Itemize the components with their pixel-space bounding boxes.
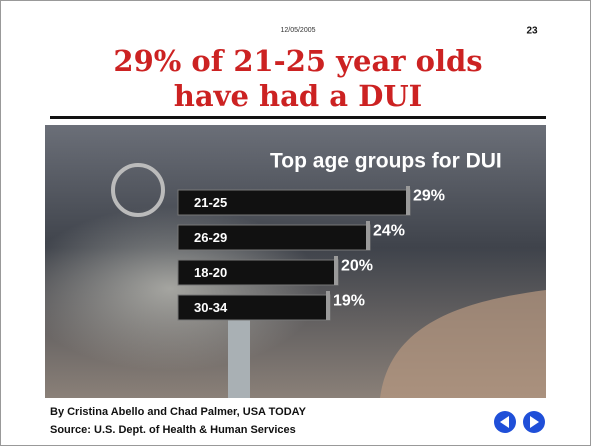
- hand: [380, 290, 546, 398]
- bar: [177, 259, 339, 286]
- byline: By Cristina Abello and Chad Palmer, USA …: [50, 406, 307, 418]
- date: 12/05/2005: [280, 27, 315, 34]
- bar: [177, 224, 371, 251]
- key-ring: [111, 163, 165, 217]
- bar-edge: [366, 221, 370, 250]
- value-label: 29%: [413, 188, 445, 205]
- bar-edge: [406, 186, 410, 215]
- value-label: 24%: [373, 223, 405, 240]
- category-label: 26-29: [194, 230, 227, 245]
- heading-line: 29% of 21-25 year olds: [113, 44, 482, 78]
- page-number: 23: [526, 26, 538, 37]
- bar-edge: [326, 291, 330, 320]
- bar-chart: Top age groups for DUI 21-25 29% 26-29 24% 18…: [177, 150, 502, 321]
- category-label: 18-20: [194, 265, 227, 280]
- category-label: 30-34: [194, 300, 228, 315]
- source: Source: U.S. Dept. of Health & Human Ser…: [50, 424, 296, 436]
- prev-button[interactable]: [494, 411, 516, 433]
- chart-title: Top age groups for DUI: [270, 150, 502, 173]
- heading-line: have had a DUI: [174, 79, 422, 113]
- title-rule: [50, 116, 546, 119]
- value-label: 19%: [333, 293, 365, 310]
- value-label: 20%: [341, 258, 373, 275]
- bar: [177, 294, 331, 321]
- next-button[interactable]: [523, 411, 545, 433]
- next-arrow[interactable]: [530, 416, 539, 428]
- category-label: 21-25: [194, 195, 227, 210]
- prev-arrow[interactable]: [500, 416, 509, 428]
- key: [228, 320, 250, 398]
- bar-edge: [334, 256, 338, 285]
